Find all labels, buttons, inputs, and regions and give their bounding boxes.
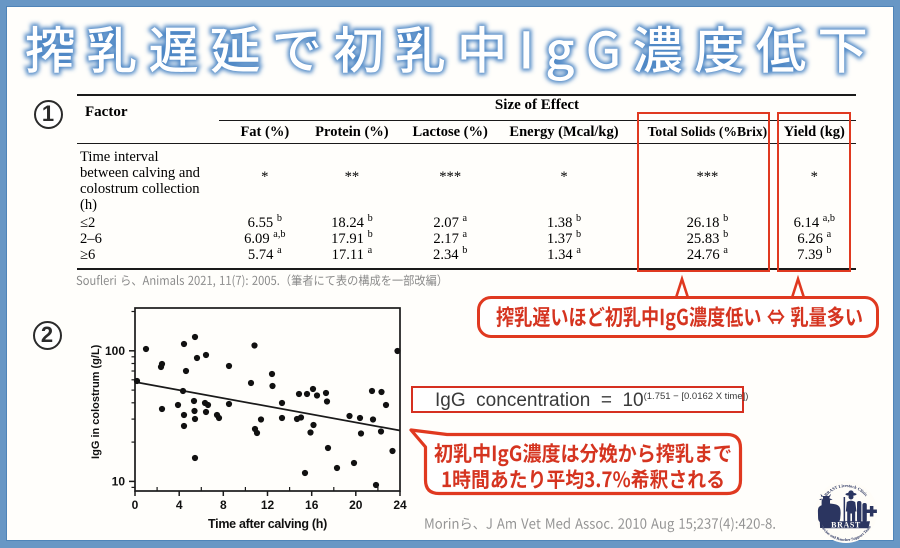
svg-text:10: 10 — [112, 475, 126, 489]
svg-text:20: 20 — [349, 498, 363, 512]
svg-text:IgG in colostrum (g/L): IgG in colostrum (g/L) — [90, 344, 102, 459]
svg-text:24: 24 — [393, 498, 407, 512]
svg-text:100: 100 — [105, 344, 125, 358]
svg-text:8: 8 — [220, 498, 227, 512]
svg-text:16: 16 — [305, 498, 319, 512]
svg-text:0: 0 — [132, 498, 139, 512]
svg-text:Time after calving (h): Time after calving (h) — [208, 517, 327, 531]
svg-text:12: 12 — [261, 498, 275, 512]
svg-text:4: 4 — [176, 498, 183, 512]
svg-text:BRAST: BRAST — [831, 521, 861, 530]
